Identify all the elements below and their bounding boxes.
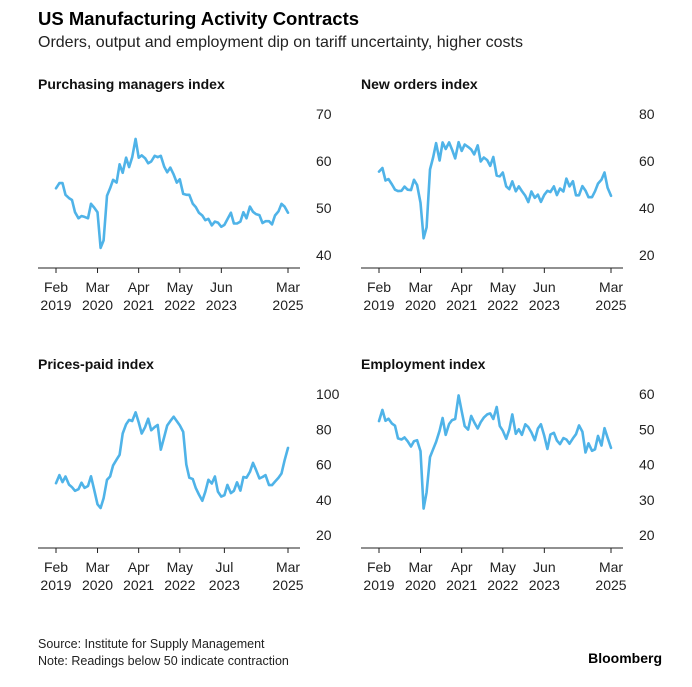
x-tick-label-month: Mar [408,279,432,295]
y-tick-label: 40 [316,247,332,263]
x-tick-label-month: Mar [276,279,300,295]
x-tick-label-month: Jul [215,559,233,575]
y-tick-label: 80 [639,106,655,122]
x-tick-label-month: Mar [599,559,623,575]
x-tick-label-month: Mar [85,279,109,295]
x-tick-label-year: 2021 [446,577,477,593]
x-tick-label-month: Mar [408,559,432,575]
contraction-note: Note: Readings below 50 indicate contrac… [38,654,289,668]
x-tick-label-year: 2022 [487,297,518,313]
x-tick-label-year: 2022 [487,577,518,593]
chart-subtitle: Orders, output and employment dip on tar… [38,34,523,51]
y-tick-label: 50 [639,421,655,437]
y-tick-label: 60 [639,386,655,402]
x-tick-label-month: May [167,559,193,575]
chart-title: US Manufacturing Activity Contracts [38,8,360,29]
x-tick-label-year: 2023 [529,577,560,593]
x-tick-label-year: 2020 [405,297,436,313]
x-tick-label-month: Mar [599,279,623,295]
y-tick-label: 30 [639,492,655,508]
bloomberg-logo: Bloomberg [588,650,662,666]
y-tick-label: 80 [316,421,332,437]
series-line [54,410,290,510]
y-tick-label: 20 [639,527,655,543]
x-tick-label-year: 2019 [363,577,394,593]
panel-pmi: Purchasing managers index 40 50 60 70 Feb 2019… [38,76,332,313]
x-tick-label-year: 2025 [595,577,626,593]
y-tick-label: 40 [639,200,655,216]
x-tick-label-year: 2022 [164,297,195,313]
x-tick-label-year: 2020 [82,297,113,313]
x-tick-label-year: 2021 [446,297,477,313]
x-tick-label-month: Feb [367,279,391,295]
x-tick-label-year: 2023 [206,297,237,313]
x-tick-label-month: Mar [85,559,109,575]
series-line [377,394,613,510]
x-tick-label-month: Feb [44,559,68,575]
x-tick-label-month: Feb [44,279,68,295]
x-tick-label-year: 2021 [123,297,154,313]
y-tick-label: 40 [639,457,655,473]
x-tick-label-month: May [490,279,516,295]
y-tick-label: 40 [316,492,332,508]
y-tick-label: 20 [316,527,332,543]
x-tick-label-month: Jun [533,279,556,295]
x-tick-label-month: Mar [276,559,300,575]
x-tick-label-month: May [490,559,516,575]
x-tick-label-year: 2021 [123,577,154,593]
source-note: Source: Institute for Supply Management [38,637,265,651]
y-tick-label: 20 [639,247,655,263]
x-tick-label-year: 2019 [363,297,394,313]
x-tick-label-month: Feb [367,559,391,575]
x-tick-label-year: 2020 [82,577,113,593]
x-tick-label-month: Apr [128,559,150,575]
x-tick-label-month: Apr [451,279,473,295]
x-tick-label-year: 2025 [272,297,303,313]
y-tick-label: 70 [316,106,332,122]
y-tick-label: 60 [316,457,332,473]
series-line [54,137,290,250]
y-tick-label: 100 [316,386,340,402]
x-tick-label-year: 2025 [595,297,626,313]
x-tick-label-year: 2022 [164,577,195,593]
panel-title: Prices-paid index [38,356,154,372]
x-tick-label-year: 2023 [209,577,240,593]
x-tick-label-month: May [167,279,193,295]
x-tick-label-month: Jun [210,279,233,295]
y-tick-label: 50 [316,200,332,216]
x-tick-label-month: Apr [128,279,150,295]
panel-prices-paid: Prices-paid index 20 40 60 80 100 Feb 2019 Mar 20… [38,356,340,593]
panel-title: Employment index [361,356,486,372]
panel-new-orders: New orders index 20 40 60 80 Feb 2019 Mar 2020 Ap… [361,76,655,313]
x-tick-label-year: 2019 [40,297,71,313]
x-tick-label-month: Jun [533,559,556,575]
panel-title: Purchasing managers index [38,76,225,92]
panel-employment: Employment index 20 30 40 50 60 Feb 2019 Mar 2020… [361,356,655,593]
y-tick-label: 60 [316,153,332,169]
x-tick-label-year: 2025 [272,577,303,593]
series-line [377,140,613,240]
x-tick-label-year: 2020 [405,577,436,593]
x-tick-label-year: 2019 [40,577,71,593]
panel-title: New orders index [361,76,478,92]
x-tick-label-month: Apr [451,559,473,575]
x-tick-label-year: 2023 [529,297,560,313]
y-tick-label: 60 [639,153,655,169]
